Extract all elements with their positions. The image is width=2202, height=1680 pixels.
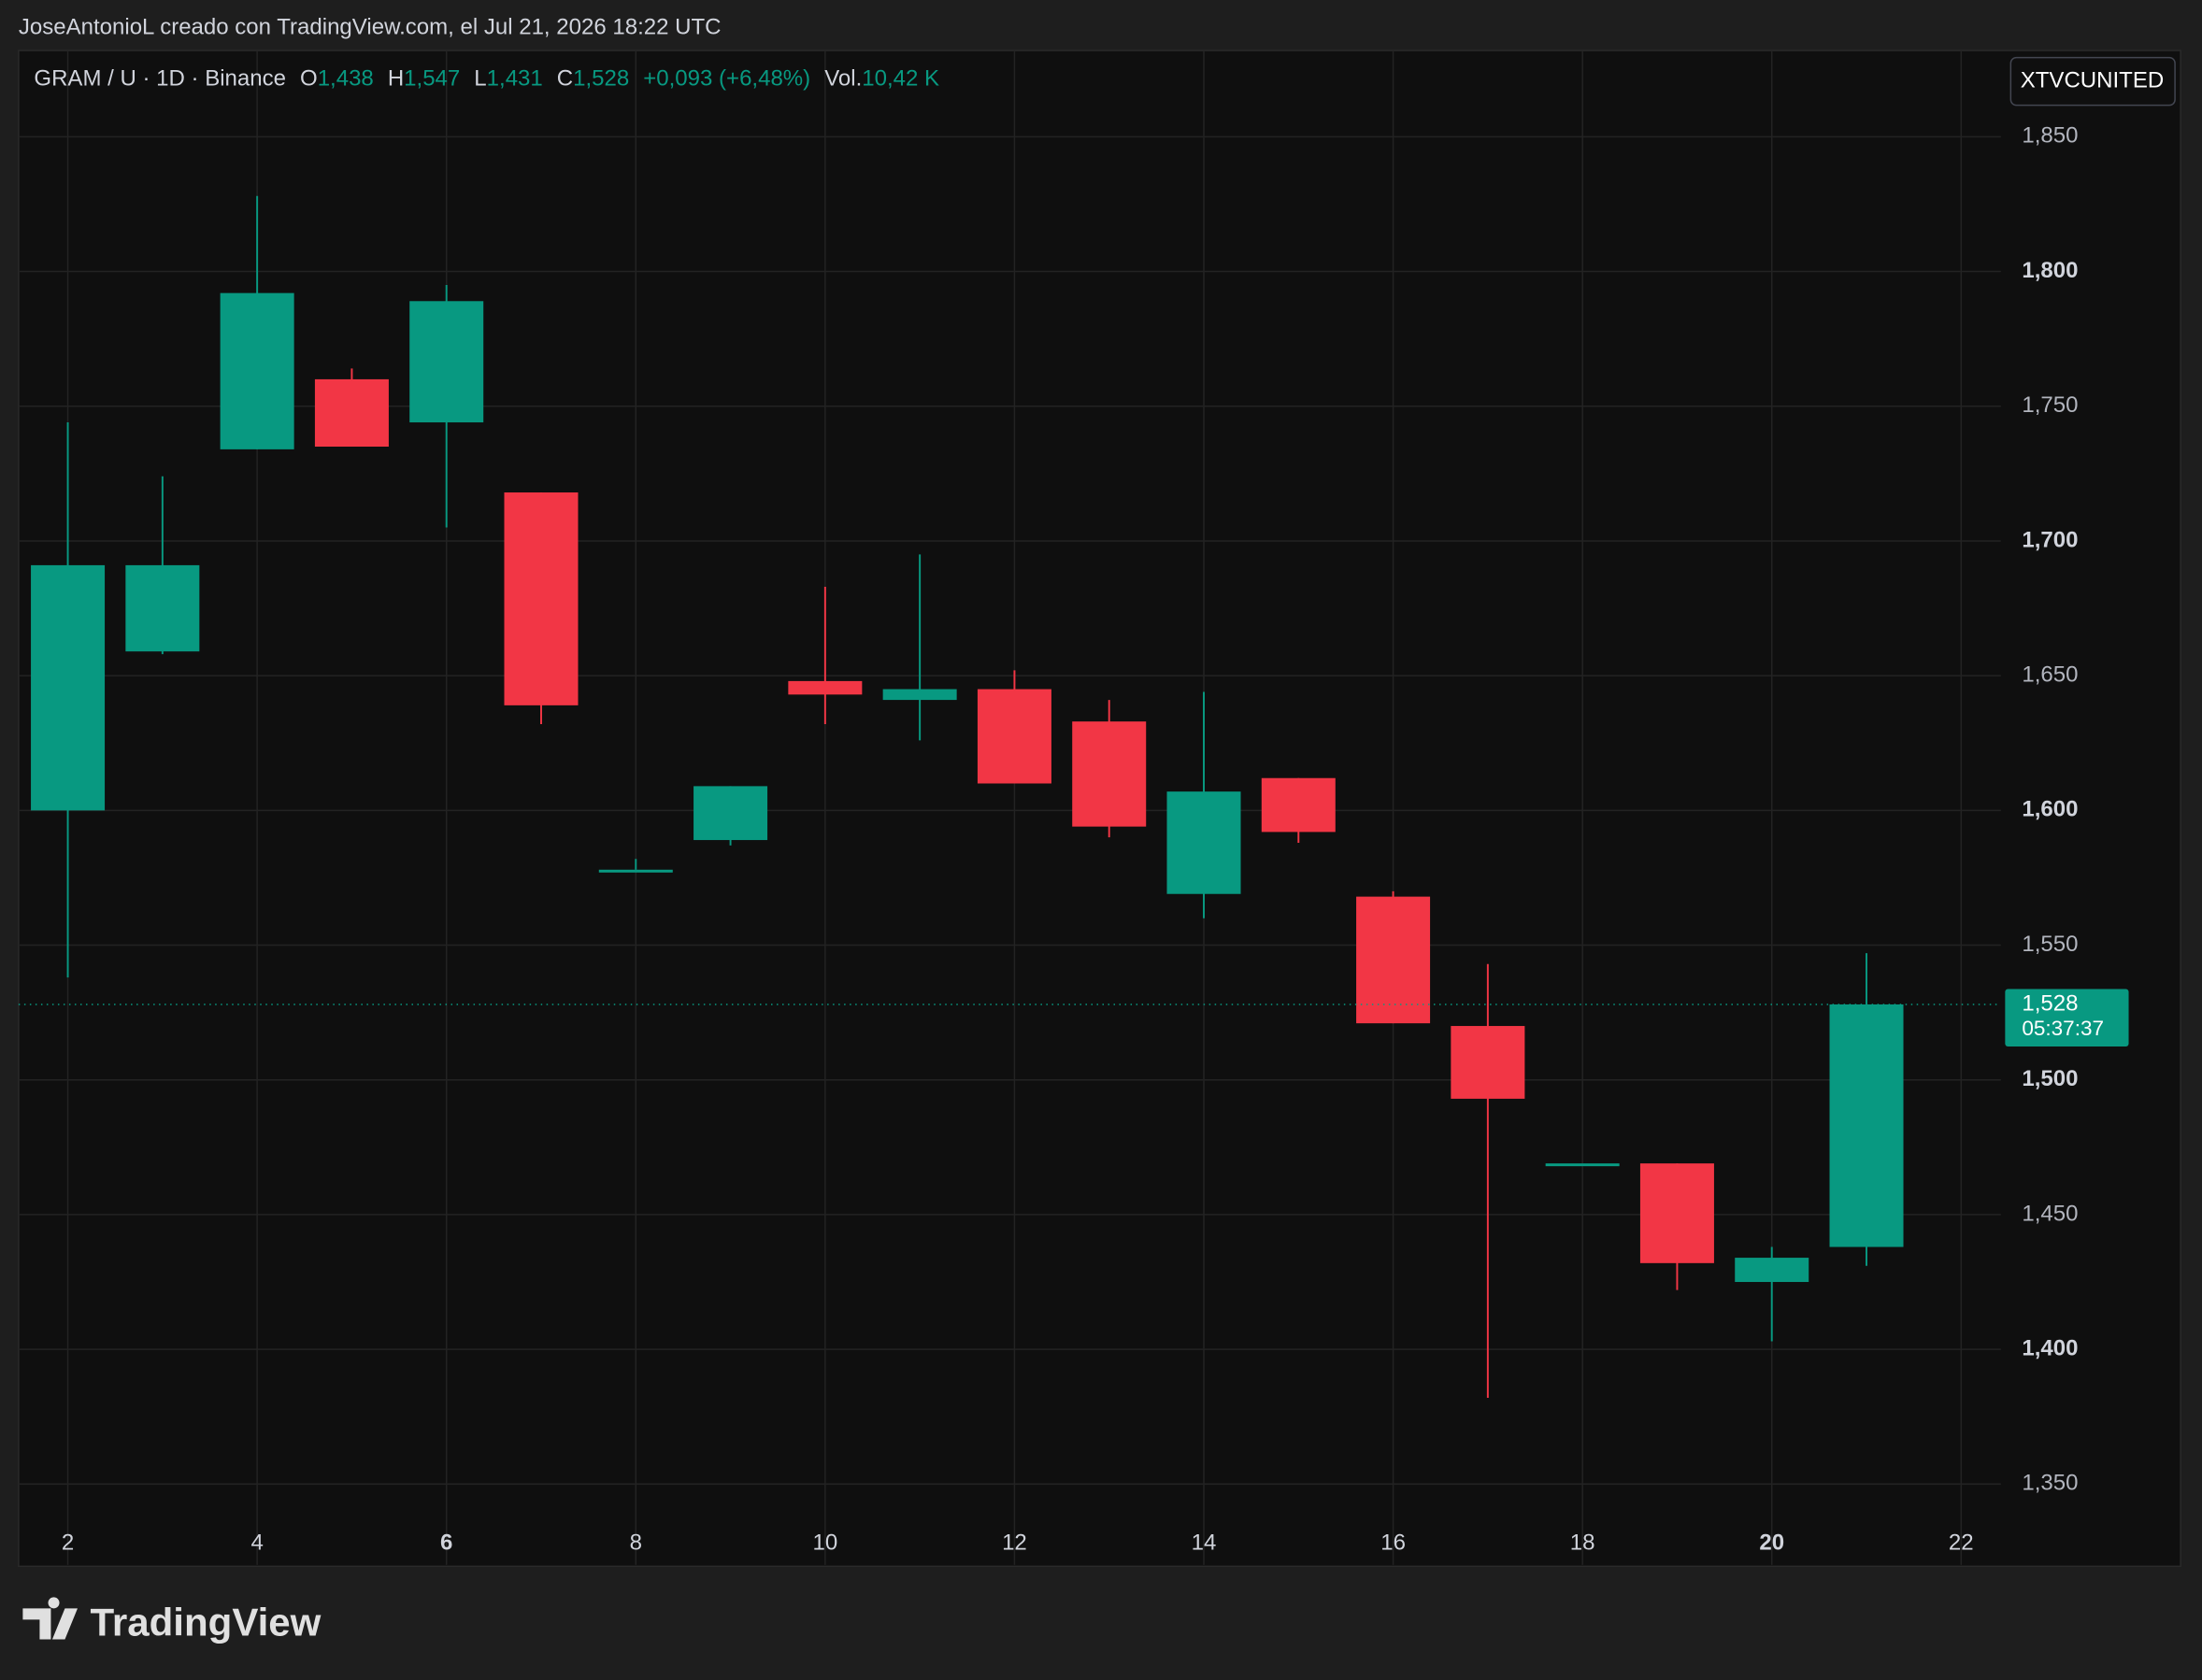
plot: 1,350 1,400 1,450 1,500 1,550 1,600 1,650 1,700…: [18, 50, 2129, 1565]
legend: GRAM / U · 1D · Binance O1,438 H1,547 L1,43…: [34, 66, 939, 92]
candle-body: [1735, 1258, 1809, 1283]
candle-body: [220, 292, 294, 449]
y-tick-label: 1,450: [2022, 1201, 2078, 1226]
last-price-tag: [2005, 989, 2129, 1047]
o-label: O: [300, 66, 318, 92]
candle-body: [409, 301, 484, 423]
y-tick-label: 1,550: [2022, 932, 2078, 957]
candle-body: [1639, 1163, 1714, 1263]
x-tick-label: 2: [62, 1531, 74, 1556]
c-label: C: [557, 66, 573, 92]
candle-body: [1451, 1026, 1525, 1099]
candle-body: [598, 869, 673, 873]
candle-body: [1261, 777, 1336, 833]
change: +0,093 (+6,48%): [643, 66, 810, 92]
brand: TradingView: [90, 1601, 321, 1644]
candle-body: [1356, 896, 1431, 1024]
x-tick-label: 10: [812, 1531, 837, 1556]
o: 1,438: [318, 66, 374, 92]
exchange-badge-text[interactable]: XTVCUNITED: [2021, 67, 2164, 93]
l: 1,431: [487, 66, 543, 92]
last-price-label: 1,528: [2022, 990, 2078, 1016]
y-tick-label: 1,750: [2022, 392, 2078, 418]
y-tick-label: 1,500: [2022, 1066, 2078, 1091]
x-tick-label: 18: [1570, 1531, 1595, 1556]
candle-body: [125, 564, 200, 652]
exchange-badge[interactable]: [2009, 56, 2176, 107]
x-tick-label: 14: [1192, 1531, 1217, 1556]
symbol: GRAM / U · 1D · Binance: [34, 66, 286, 92]
y-tick-label: 1,850: [2022, 123, 2078, 149]
countdown: 05:37:37: [2022, 1017, 2104, 1040]
candle-body: [788, 680, 863, 695]
candle-body: [1166, 791, 1241, 894]
x-tick-label: 12: [1002, 1531, 1027, 1556]
caption: JoseAntonioL creado con TradingView.com,…: [19, 14, 722, 39]
candle-body: [977, 689, 1051, 784]
candle-body: [693, 786, 768, 841]
vol: 10,42 K: [862, 66, 939, 92]
candle-body: [504, 492, 579, 705]
candle-body: [1545, 1163, 1620, 1167]
x-tick-label: 22: [1949, 1531, 1974, 1556]
y-tick-label: 1,650: [2022, 662, 2078, 687]
x-tick-label: 4: [250, 1531, 263, 1556]
candle-body: [1829, 1004, 1904, 1247]
x-tick-label: 16: [1380, 1531, 1406, 1556]
candle-body: [882, 689, 957, 701]
h-label: H: [388, 66, 404, 92]
y-tick-label: 1,350: [2022, 1471, 2078, 1496]
x-tick-label: 6: [440, 1531, 452, 1556]
candle-body: [314, 378, 389, 448]
l-label: L: [474, 66, 486, 92]
vol-label: Vol.: [824, 66, 862, 92]
y-tick-label: 1,700: [2022, 527, 2078, 552]
h: 1,547: [404, 66, 460, 92]
x-tick-label: 20: [1759, 1531, 1784, 1556]
candle-body: [1072, 721, 1147, 827]
x-tick-label: 8: [630, 1531, 642, 1556]
brand-logo: TradingView: [22, 1597, 322, 1644]
candle-body: [31, 564, 106, 811]
y-tick-label: 1,600: [2022, 797, 2078, 822]
y-tick-label: 1,800: [2022, 258, 2078, 283]
c: 1,528: [573, 66, 629, 92]
y-tick-label: 1,400: [2022, 1335, 2078, 1360]
